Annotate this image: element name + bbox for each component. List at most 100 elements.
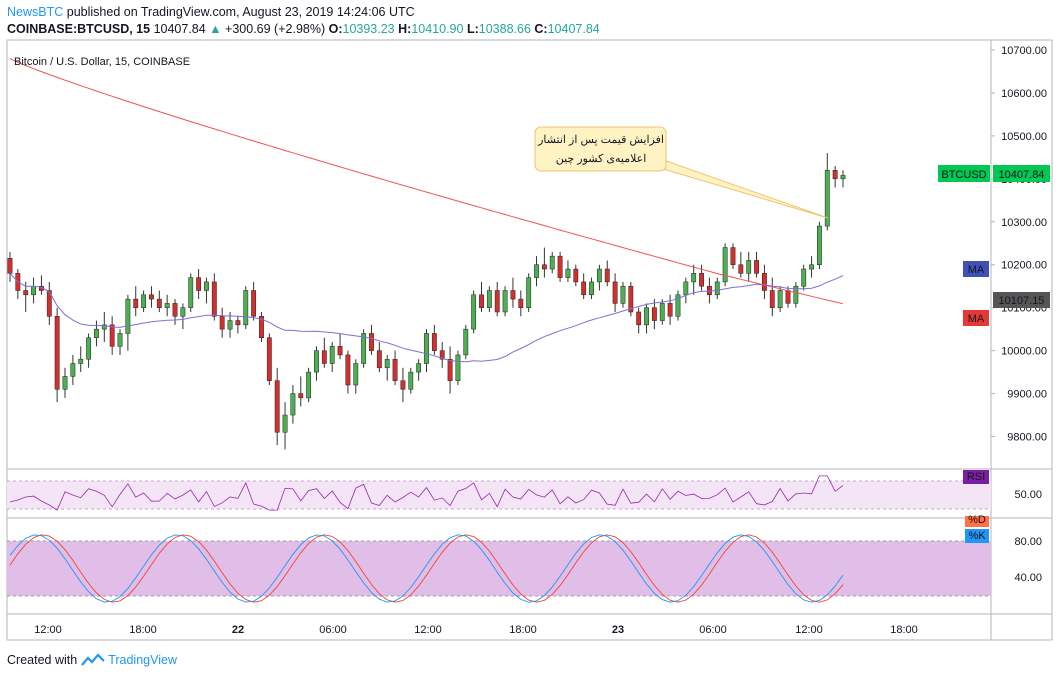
candle [581,273,587,300]
rsi-badge: RSI [967,471,985,483]
candle [392,350,398,385]
candle-body [447,358,453,381]
last-price: 10407.84 [153,22,206,36]
candle [39,275,44,295]
candle-body [840,175,846,180]
chart-frame [6,39,1053,641]
candle [180,303,186,330]
candle [400,367,406,403]
candle [738,251,744,278]
candle-body [211,281,217,317]
candle-body [620,285,626,304]
candle [479,281,484,312]
candle-body [793,285,799,304]
candle [416,359,422,381]
candles [7,153,846,450]
candle-body [243,290,249,326]
candle [259,311,264,343]
candle [714,277,720,300]
candle [589,277,594,300]
y-tick-label: 10000.00 [1001,346,1047,358]
candle-body [746,260,752,274]
red-ma-price-badge-bg [993,292,1050,308]
btcusd-price-badge: 10407.84 [999,169,1045,181]
candle [172,299,178,325]
candle [730,243,736,270]
candle [156,290,162,312]
stoch-k-line [9,534,844,603]
candle-body [416,363,422,373]
candle-body [604,268,610,283]
x-tick-label: 18:00 [129,624,157,636]
candle-body [832,170,838,180]
candle-body [526,277,532,308]
candle-body [769,290,775,308]
change-value: +300.69 (+2.98%) [225,22,326,36]
ma-blue-line [9,272,844,363]
annotation-callout [534,126,829,219]
candle [54,307,60,403]
candle [573,264,579,287]
candle [345,350,351,394]
candle [306,367,312,403]
change-up-icon: ▲ [209,22,222,36]
candle [23,281,29,312]
candle-body [628,285,634,313]
candle-body [777,290,783,308]
candle-body [78,358,84,364]
candle [133,286,139,317]
tradingview-logo-icon [81,653,105,666]
candle-body [589,281,594,296]
close-value: 10407.84 [547,22,600,36]
created-with-text: Created with [7,653,78,667]
candle [46,281,52,325]
candle-body [612,281,618,304]
x-tick-label: 18:00 [509,624,537,636]
candle-body [94,328,99,338]
ma-red-badge: MA [968,313,985,325]
candle [243,286,249,330]
candle [549,251,555,274]
ma-blue-badge-bg [963,261,989,277]
close-label: C: [534,22,548,36]
publisher-name[interactable]: NewsBTC [7,5,64,19]
candle-body [754,260,759,274]
tradingview-brand[interactable]: TradingView [108,653,177,667]
candle-body [400,380,406,390]
candle-body [133,298,139,308]
candle [314,346,319,381]
candle [455,350,461,385]
candle [78,346,84,373]
candle [353,359,359,394]
stoch-band [7,541,991,596]
candle-body [502,290,508,313]
stoch-tick-80: 80.00 [1014,536,1042,548]
candle-body [117,333,123,347]
candle [777,286,783,312]
candle-body [180,307,186,317]
candle [722,243,728,287]
candle-body [801,268,807,287]
candle-body [227,320,233,330]
candle [384,354,390,381]
published-line: NewsBTC published on TradingView.com, Au… [7,5,415,19]
candle-body [70,363,76,377]
rsi-band [7,481,991,509]
candle-body [644,307,649,326]
candle-body [431,333,437,351]
candle-body [730,247,736,265]
candle [683,277,689,304]
candle-body [290,393,296,416]
candle [785,286,791,308]
x-tick-label: 23 [612,624,624,636]
candle [557,251,563,282]
candle-body [125,298,131,334]
candle-body [46,290,52,317]
candle-body [714,281,720,296]
candle [188,273,194,312]
rsi-line [9,475,844,511]
high-label: H: [398,22,412,36]
candle-body [817,225,822,265]
candle [691,264,697,295]
